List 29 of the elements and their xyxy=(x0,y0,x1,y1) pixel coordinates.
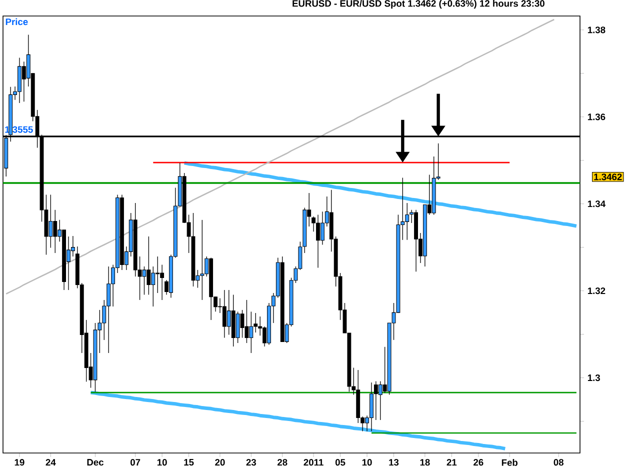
candlestick xyxy=(142,266,146,296)
y-tick-label: 1.3 xyxy=(588,374,600,382)
x-tick-label: 26 xyxy=(474,459,484,466)
x-tick-label: 10 xyxy=(362,459,372,466)
y-tick-label: 1.38 xyxy=(588,26,606,34)
x-tick-label: 18 xyxy=(420,459,430,466)
y-tick-label: 1.36 xyxy=(588,114,606,120)
x-tick-label: 28 xyxy=(277,459,288,466)
candlestick xyxy=(244,300,249,344)
x-tick-label: 19 xyxy=(14,459,24,466)
x-tick-label: 10 xyxy=(157,459,167,466)
x-tick-label: 05 xyxy=(335,459,346,466)
x-tick-label: Dec xyxy=(87,459,104,466)
x-tick-label: 13 xyxy=(389,459,399,466)
y-tick-label: 1.34 xyxy=(588,200,606,208)
annotation: Price xyxy=(6,18,28,26)
x-tick-label: 21 xyxy=(446,459,457,466)
x-tick-label: 15 xyxy=(184,459,194,466)
candlestick xyxy=(240,310,244,338)
x-tick-label: 07 xyxy=(130,459,140,466)
chart-title: EURUSD - EUR/USD Spot 1.3462 (+0.63%) 12 hours 23:30 xyxy=(292,0,544,9)
x-tick-label: 24 xyxy=(46,459,56,466)
x-tick-label: 23 xyxy=(246,459,256,466)
x-tick-label: 20 xyxy=(215,459,225,466)
x-tick-label: 08 xyxy=(554,459,564,466)
x-tick-label: 2011 xyxy=(304,459,324,466)
text: 1.3462 xyxy=(594,174,622,180)
x-tick-label: Feb xyxy=(502,459,518,466)
y-tick-label: 1.32 xyxy=(588,288,606,294)
